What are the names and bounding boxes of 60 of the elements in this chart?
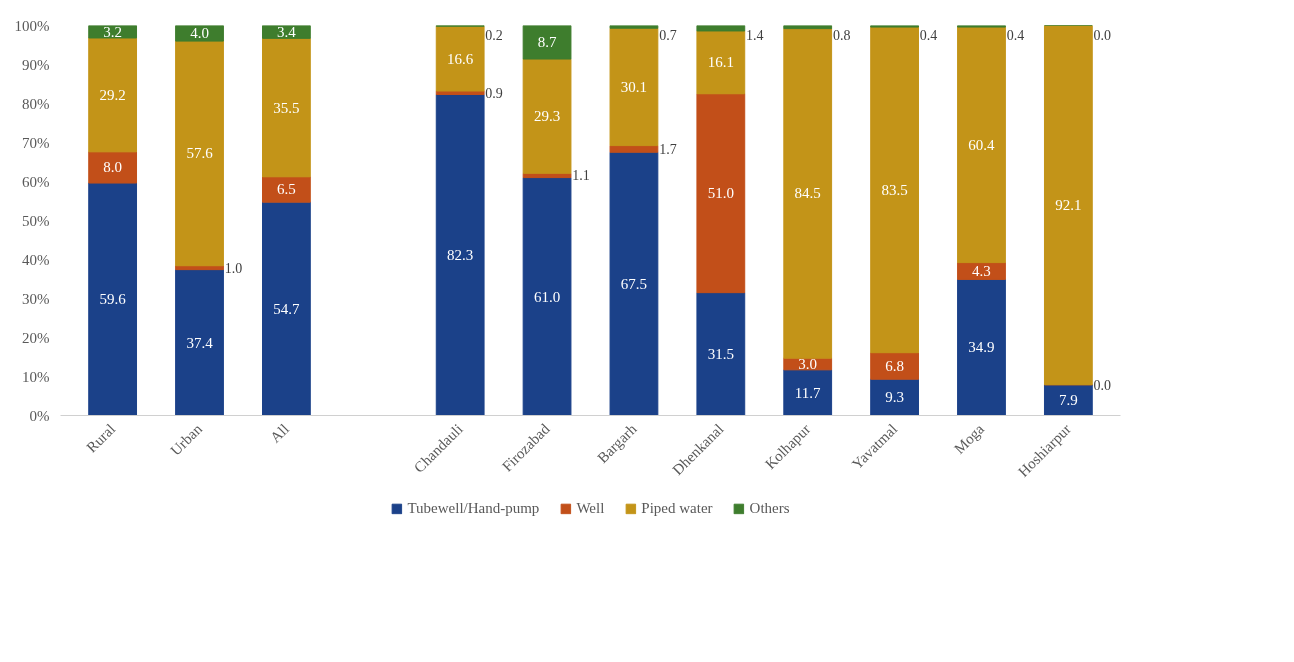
data-label: 37.4	[186, 334, 214, 351]
y-tick-label: 70%	[22, 134, 50, 151]
data-label: 61.0	[533, 288, 561, 305]
data-label: 59.6	[99, 291, 127, 308]
data-label: 51.0	[707, 185, 734, 202]
data-label: 11.7	[794, 384, 822, 401]
data-label: 3.0	[798, 356, 818, 373]
data-label: 84.5	[794, 185, 821, 202]
y-tick-label: 60%	[22, 173, 50, 190]
data-label: 1.4	[746, 28, 764, 44]
data-label: 0.4	[919, 28, 938, 44]
data-label: 3.4	[277, 23, 297, 40]
data-label: 0.2	[485, 28, 503, 44]
x-tick-label: All	[267, 420, 293, 446]
y-tick-label: 40%	[22, 251, 50, 268]
data-label: 54.7	[273, 300, 301, 317]
data-label: 8.0	[103, 159, 123, 176]
data-label: 6.8	[885, 357, 904, 374]
y-tick-label: 50%	[22, 212, 50, 229]
y-tick-label: 10%	[22, 368, 50, 385]
data-label: 4.0	[190, 25, 209, 42]
data-label: 9.3	[885, 389, 904, 406]
data-label: 60.4	[968, 136, 996, 153]
data-label: 16.6	[447, 50, 474, 67]
data-label: 1.7	[659, 141, 677, 157]
data-label: 30.1	[620, 78, 648, 95]
data-label: 1.0	[224, 260, 243, 276]
legend-label: Others	[749, 499, 790, 517]
data-label: 1.1	[572, 168, 590, 184]
data-label: 29.3	[533, 108, 561, 125]
data-label: 34.9	[968, 339, 995, 356]
data-label: 3.2	[103, 23, 123, 40]
data-label: 31.5	[707, 346, 734, 363]
data-label: 35.5	[273, 99, 300, 116]
data-label: 8.7	[537, 34, 557, 51]
y-tick-label: 0%	[29, 407, 50, 424]
data-label: 6.5	[277, 181, 296, 198]
legend-label: Well	[576, 499, 605, 517]
y-tick-label: 100%	[14, 17, 50, 34]
data-label: 82.3	[447, 247, 474, 264]
y-tick-label: 20%	[22, 329, 50, 346]
data-label: 57.6	[186, 145, 214, 162]
data-label: 4.3	[972, 263, 991, 280]
data-label: 0.0	[1093, 377, 1112, 393]
data-label: 0.4	[1006, 28, 1025, 44]
data-label: 83.5	[881, 181, 908, 198]
data-label: 16.1	[707, 54, 734, 71]
data-label: 7.9	[1058, 392, 1078, 409]
y-tick-label: 80%	[22, 95, 50, 112]
data-label: 0.0	[1093, 28, 1112, 44]
data-label: 67.5	[620, 275, 648, 292]
data-label: 0.8	[832, 28, 851, 44]
y-tick-label: 90%	[22, 56, 50, 73]
y-tick-label: 30%	[22, 290, 50, 307]
legend-label: Piped water	[641, 499, 713, 517]
data-label: 92.1	[1055, 197, 1082, 214]
data-label: 0.9	[485, 85, 503, 101]
data-label: 0.7	[659, 28, 677, 44]
legend-label: Tubewell/Hand-pump	[407, 499, 540, 517]
data-label: 29.2	[99, 86, 126, 103]
